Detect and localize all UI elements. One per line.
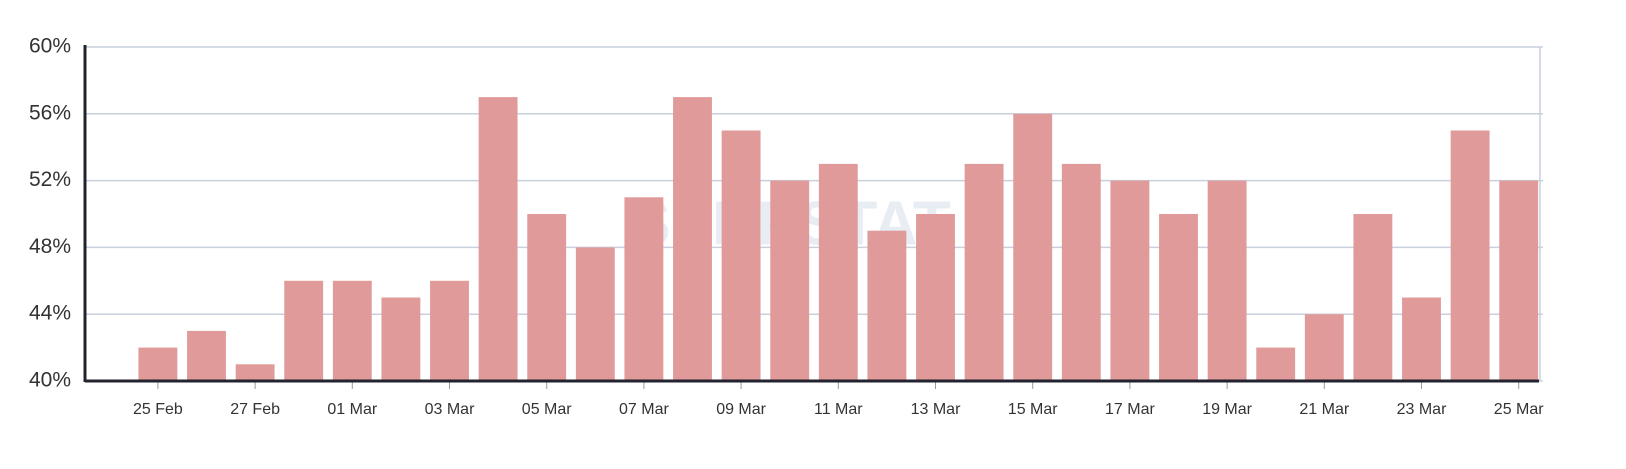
bar	[1499, 180, 1539, 381]
x-tick-label: 07 Mar	[619, 401, 669, 418]
bar	[138, 347, 178, 381]
bar	[1013, 113, 1053, 382]
bar	[381, 297, 421, 381]
bar	[916, 214, 955, 381]
x-tick-label: 19 Mar	[1202, 401, 1252, 418]
bar	[1256, 347, 1296, 381]
bar	[478, 97, 518, 381]
x-tick-label: 09 Mar	[716, 401, 766, 418]
x-tick-label: 25 Feb	[133, 401, 183, 418]
x-tick-label: 05 Mar	[522, 401, 572, 418]
bar	[1110, 180, 1150, 381]
x-tick-label: 01 Mar	[327, 401, 377, 418]
y-tick-label: 48%	[29, 235, 71, 258]
bar	[673, 97, 712, 381]
bar	[1353, 214, 1393, 381]
bar	[332, 280, 372, 381]
x-tick-label: 23 Mar	[1397, 401, 1447, 418]
bar	[1450, 130, 1490, 381]
bar	[1304, 314, 1344, 381]
y-tick-label: 52%	[29, 168, 71, 191]
bar	[284, 280, 324, 381]
y-tick-label: 60%	[29, 35, 71, 58]
bar	[964, 163, 1004, 381]
x-tick-label: 11 Mar	[814, 401, 863, 418]
x-tick-label: 03 Mar	[425, 401, 475, 418]
x-tick-label: 13 Mar	[911, 401, 961, 418]
bar	[818, 163, 858, 381]
bar	[187, 330, 226, 381]
y-tick-label: 56%	[29, 101, 71, 124]
x-tick-label: 27 Feb	[230, 401, 280, 418]
bar	[1061, 163, 1101, 381]
bar	[235, 364, 275, 381]
bar	[721, 130, 761, 381]
bar	[575, 247, 615, 381]
bar	[1402, 297, 1441, 381]
bar	[624, 197, 664, 381]
x-tick-label: 15 Mar	[1008, 401, 1058, 418]
bar	[1159, 214, 1198, 381]
y-tick-label: 40%	[29, 369, 71, 392]
bar	[867, 230, 907, 381]
bar	[430, 280, 469, 381]
bar	[770, 180, 810, 381]
x-tick-label: 25 Mar	[1494, 401, 1544, 418]
x-tick-label: 21 Mar	[1299, 401, 1349, 418]
bar	[1207, 180, 1247, 381]
x-tick-label: 17 Mar	[1105, 401, 1155, 418]
bar	[527, 214, 567, 381]
y-tick-label: 44%	[29, 302, 71, 325]
